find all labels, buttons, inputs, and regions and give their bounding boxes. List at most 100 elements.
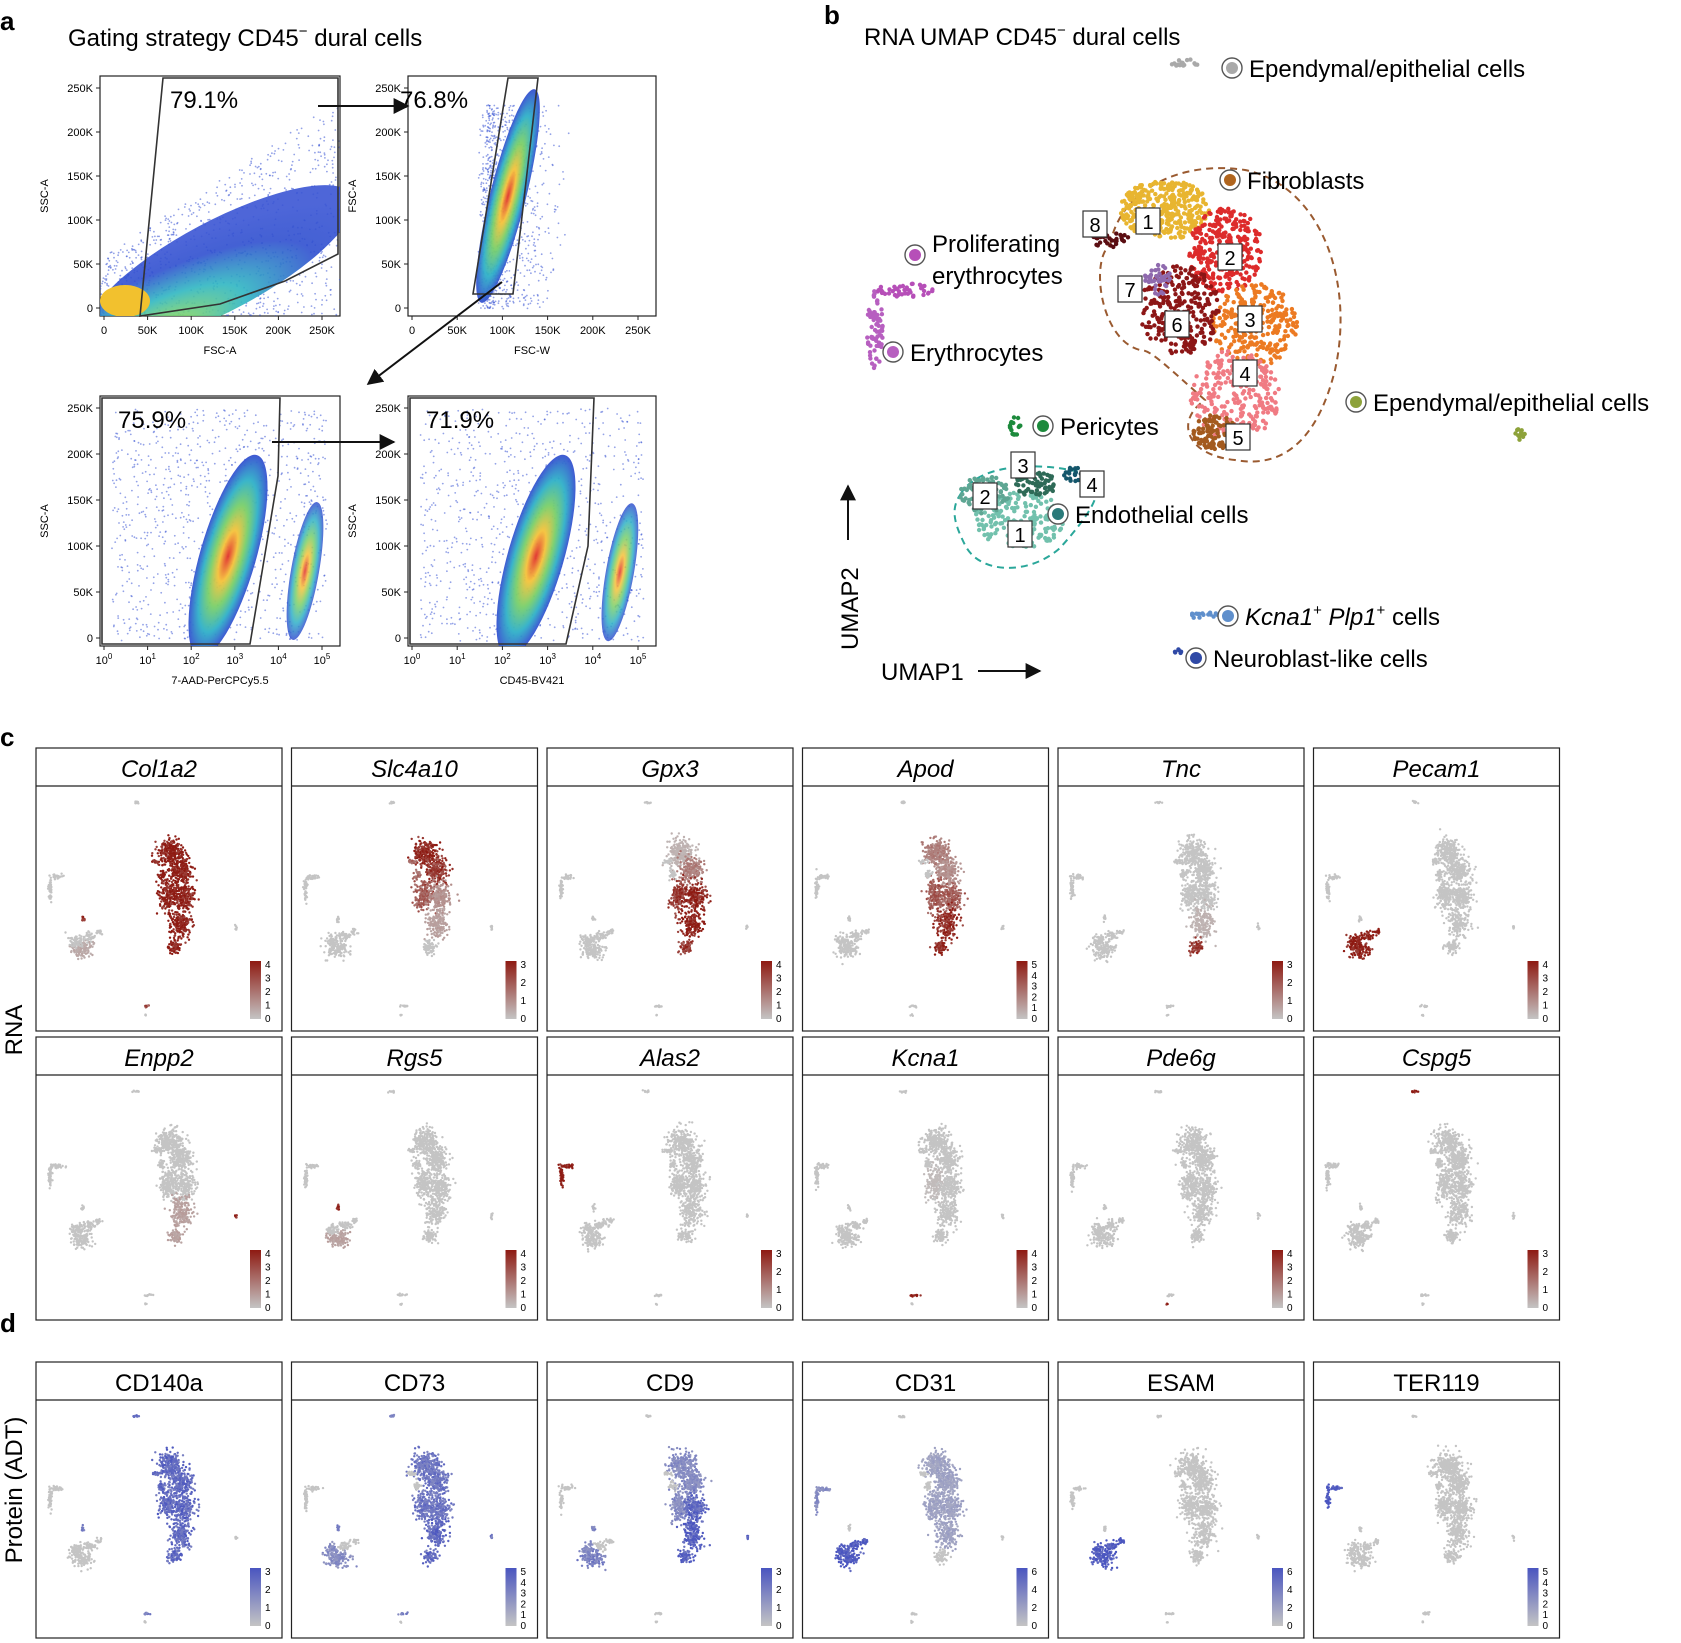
flow-event — [492, 135, 494, 137]
flow-event — [163, 628, 165, 630]
flow-event — [119, 558, 121, 560]
flow-event — [489, 105, 491, 107]
flow-event — [160, 592, 162, 594]
flow-event — [269, 192, 271, 194]
flow-event — [269, 628, 271, 630]
flow-event — [490, 302, 492, 304]
flow-event — [276, 583, 278, 585]
flow-event — [483, 182, 485, 184]
flow-event — [181, 214, 183, 216]
flow-event — [511, 288, 513, 290]
flow-event — [216, 412, 218, 414]
flow-event — [234, 184, 236, 186]
flow-event — [326, 278, 328, 280]
flow-event — [230, 457, 232, 459]
flow-event — [270, 155, 272, 157]
flow-event — [166, 629, 168, 631]
flow-event — [139, 601, 141, 603]
flow-event — [489, 139, 491, 141]
flow-event — [293, 154, 295, 156]
flow-event — [495, 163, 497, 165]
flow-event — [301, 281, 303, 283]
flow-event — [242, 439, 244, 441]
flow-event — [479, 174, 481, 176]
flow-event — [241, 169, 243, 171]
flow-event — [223, 200, 225, 202]
flow-event — [506, 127, 508, 129]
flow-event — [310, 455, 312, 457]
flow-event — [155, 521, 157, 523]
flow-event — [318, 130, 320, 132]
flow-event — [482, 117, 484, 119]
flow-event — [323, 499, 325, 501]
flow-event — [195, 202, 197, 204]
flow-event — [529, 240, 531, 242]
flow-event — [253, 583, 255, 585]
flow-event — [262, 438, 264, 440]
flow-event — [502, 119, 504, 121]
flow-event — [484, 198, 486, 200]
flow-event — [308, 150, 310, 152]
flow-event — [492, 119, 494, 121]
flow-event — [136, 630, 138, 632]
flow-event — [264, 436, 266, 438]
flow-event — [114, 460, 116, 462]
flow-event — [140, 537, 142, 539]
flow-xtick-label: 100K — [490, 325, 516, 337]
flow-event — [183, 526, 185, 528]
flow-event — [267, 154, 269, 156]
flow-event — [332, 167, 334, 169]
flow-event — [543, 158, 545, 160]
flow-event — [554, 209, 556, 211]
flow-event — [504, 117, 506, 119]
flow-event — [200, 475, 202, 477]
flow-event — [251, 158, 253, 160]
flow-event — [528, 303, 530, 305]
flow-event — [234, 186, 236, 188]
flow-event — [541, 216, 543, 218]
flow-event — [544, 231, 546, 233]
flow-event — [182, 607, 184, 609]
flow-event — [146, 535, 148, 537]
flow-event — [230, 421, 232, 423]
flow-event — [239, 309, 241, 311]
flow-event — [325, 528, 327, 530]
flow-event — [256, 308, 258, 310]
flow-event — [184, 605, 186, 607]
flow-event — [274, 153, 276, 155]
flow-event — [135, 606, 137, 608]
flow-event — [273, 556, 275, 558]
flow-event — [244, 434, 246, 436]
flow-event — [478, 177, 480, 179]
flow-event — [493, 138, 495, 140]
flow-event — [165, 574, 167, 576]
flow-event — [114, 272, 116, 274]
flow-event — [484, 142, 486, 144]
flow-event — [485, 201, 487, 203]
flow-event — [108, 260, 110, 262]
flow-event — [537, 239, 539, 241]
flow-event — [331, 120, 333, 122]
flow-event — [545, 170, 547, 172]
flow-event — [544, 143, 546, 145]
flow-event — [521, 253, 523, 255]
flow-event — [486, 182, 488, 184]
flow-event — [188, 505, 190, 507]
flow-event — [243, 311, 245, 313]
flow-event — [324, 157, 326, 159]
flow-event — [522, 257, 524, 259]
flow-event — [543, 106, 545, 108]
flow-event — [325, 420, 327, 422]
flow-event — [538, 227, 540, 229]
flow-event — [289, 179, 291, 181]
flow-event — [245, 626, 247, 628]
flow-event — [274, 587, 276, 589]
flow-event — [102, 281, 104, 283]
flow-event — [282, 607, 284, 609]
flow-event — [175, 229, 177, 231]
flow-event — [500, 279, 502, 281]
flow-event — [122, 251, 124, 253]
flow-event — [183, 532, 185, 534]
flow-event — [269, 475, 271, 477]
flow-event — [180, 517, 182, 519]
